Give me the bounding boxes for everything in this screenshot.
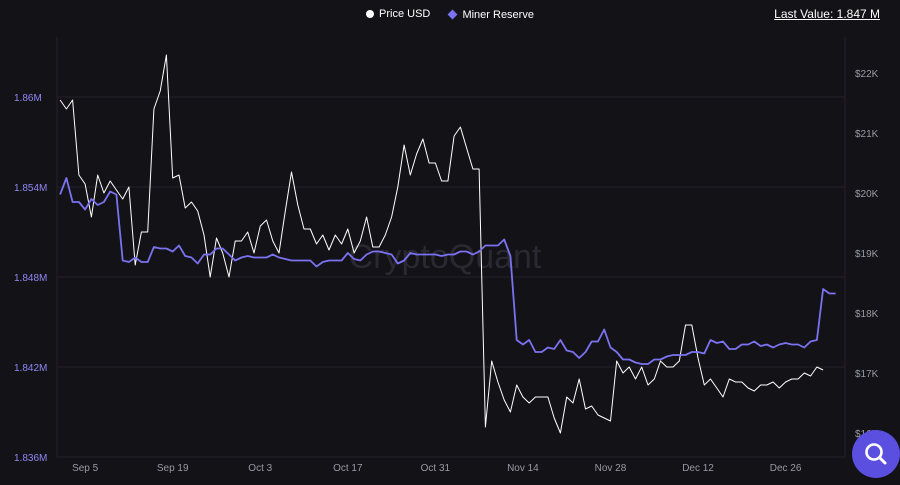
x-tick-label: Nov 14 [507,463,539,474]
price-legend-marker [366,10,375,18]
x-tick-label: Nov 28 [595,463,627,474]
x-tick-label: Oct 31 [421,463,451,474]
legend-reserve-label: Miner Reserve [462,8,534,21]
left-tick-label: 1.842M [14,363,47,374]
axis-layer: 1.86M 1.854M 1.848M 1.842M 1.836M $22K $21K $20… [14,69,879,474]
series-layer [59,54,836,434]
grid-layer [56,37,846,458]
watermark: CryptoQuant [349,238,542,276]
right-tick-label: $21K [855,129,879,140]
x-tick-label: Dec 26 [770,463,802,474]
chart-legend: Price USD Miner Reserve [0,8,900,21]
legend-item-price[interactable]: Price USD [366,8,430,20]
last-value-link[interactable]: Last Value: 1.847 M [774,7,880,21]
miner-reserve-line [59,177,836,365]
right-tick-label: $20K [855,189,879,200]
search-button[interactable] [852,430,900,478]
legend-item-reserve[interactable]: Miner Reserve [447,8,534,21]
legend-price-label: Price USD [379,8,431,20]
right-tick-label: $17K [855,369,879,380]
right-tick-label: $19K [855,249,879,260]
x-tick-label: Sep 19 [157,463,189,474]
right-tick-label: $18K [855,309,879,320]
x-tick-label: Oct 17 [333,463,363,474]
right-tick-label: $22K [855,69,879,80]
left-tick-label: 1.86M [14,93,42,104]
left-tick-label: 1.848M [14,273,47,284]
x-tick-label: Oct 3 [248,463,272,474]
price-usd-line [59,54,824,434]
left-tick-label: 1.854M [14,183,47,194]
x-tick-label: Sep 5 [72,463,99,474]
x-tick-label: Dec 12 [682,463,714,474]
left-tick-label: 1.836M [14,453,47,464]
search-icon [865,443,887,465]
